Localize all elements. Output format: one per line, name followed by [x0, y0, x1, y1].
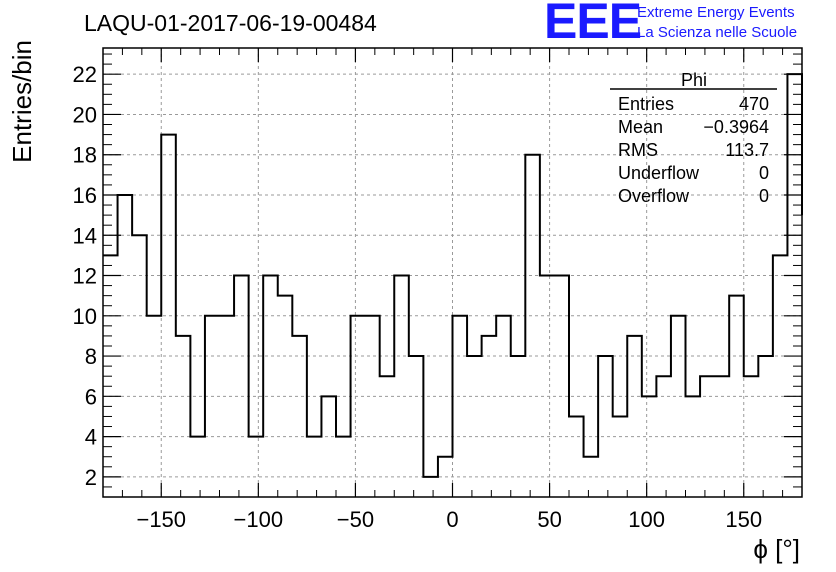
stats-value: 470	[739, 94, 769, 114]
stats-value: 0	[759, 163, 769, 183]
y-tick-label: 20	[73, 102, 97, 127]
axis-ticks	[102, 48, 803, 497]
y-tick-label: 16	[73, 183, 97, 208]
y-tick-label: 10	[73, 304, 97, 329]
x-tick-label: −100	[234, 507, 284, 532]
stats-label: Entries	[618, 94, 674, 114]
eee-logo: EEE	[544, 0, 642, 49]
x-tick-label: 150	[725, 507, 762, 532]
y-tick-label: 12	[73, 264, 97, 289]
y-tick-label: 8	[85, 344, 97, 369]
y-tick-label: 14	[73, 223, 97, 248]
chart-title: LAQU-01-2017-06-19-00484	[84, 10, 377, 36]
stats-label: RMS	[618, 140, 658, 160]
stats-label: Overflow	[618, 186, 690, 206]
eee-logo-line1: Extreme Energy Events	[637, 4, 795, 21]
eee-logo-line2: La Scienza nelle Scuole	[637, 24, 798, 41]
y-axis-label: Entries/bin	[7, 40, 37, 163]
x-axis-label: ϕ [°]	[753, 534, 800, 564]
y-tick-label: 4	[85, 425, 97, 450]
x-tick-label: 0	[446, 507, 458, 532]
y-tick-label: 6	[85, 384, 97, 409]
stats-value: 113.7	[725, 140, 769, 160]
x-tick-label: 100	[628, 507, 665, 532]
x-tick-label: −50	[337, 507, 374, 532]
x-tick-label: −150	[136, 507, 186, 532]
y-tick-label: 18	[73, 143, 97, 168]
stats-label: Underflow	[618, 163, 700, 183]
stats-value: −0.3964	[703, 117, 769, 137]
x-tick-label: 50	[537, 507, 561, 532]
stats-value: 0	[759, 186, 769, 206]
stats-box: Phi Entries 470 Mean −0.3964 RMS 113.7 Underfl…	[610, 70, 777, 206]
tick-labels: −150 −100 −50 0 50 100 150 2 4 6 8 10 12 14 16 18 20 22	[73, 62, 763, 532]
y-tick-label: 22	[73, 62, 97, 87]
stats-label: Mean	[618, 117, 663, 137]
histogram-step-line	[103, 73, 803, 478]
grid-lines	[103, 48, 802, 497]
stats-title: Phi	[681, 70, 707, 90]
y-tick-label: 2	[85, 465, 97, 490]
